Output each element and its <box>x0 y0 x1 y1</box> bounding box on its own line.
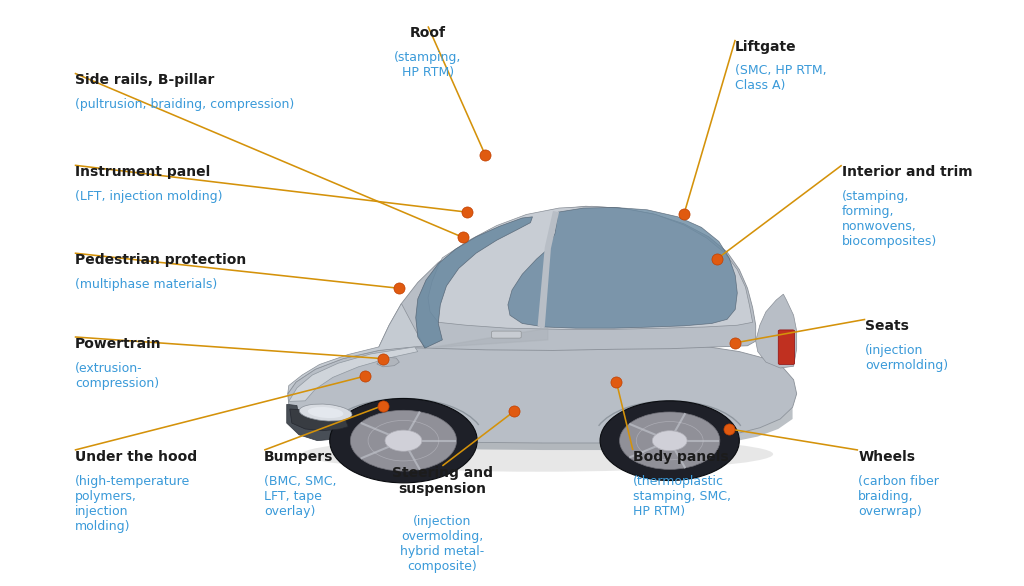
Polygon shape <box>288 304 426 394</box>
FancyBboxPatch shape <box>492 331 521 338</box>
Polygon shape <box>290 409 348 431</box>
Circle shape <box>652 431 687 451</box>
Text: Side rails, B-pillar: Side rails, B-pillar <box>75 73 214 87</box>
Polygon shape <box>288 340 797 443</box>
Text: (high-temperature
polymers,
injection
molding): (high-temperature polymers, injection mo… <box>75 475 190 533</box>
Text: Instrument panel: Instrument panel <box>75 165 210 179</box>
Circle shape <box>385 430 422 451</box>
Text: Body panels: Body panels <box>633 450 728 464</box>
Circle shape <box>620 412 720 469</box>
Polygon shape <box>508 207 737 328</box>
FancyBboxPatch shape <box>778 330 795 364</box>
Ellipse shape <box>299 404 352 421</box>
Polygon shape <box>377 357 399 367</box>
Text: Powertrain: Powertrain <box>75 337 162 351</box>
Text: (multiphase materials): (multiphase materials) <box>75 278 217 291</box>
Text: (injection
overmolding,
hybrid metal-
composite): (injection overmolding, hybrid metal- co… <box>400 515 484 573</box>
Ellipse shape <box>302 437 773 472</box>
Circle shape <box>350 410 457 471</box>
Polygon shape <box>425 328 548 349</box>
Text: Interior and trim: Interior and trim <box>842 165 973 179</box>
Text: Steering and
suspension: Steering and suspension <box>392 466 493 496</box>
Polygon shape <box>287 404 358 441</box>
Polygon shape <box>289 347 418 401</box>
Polygon shape <box>538 211 559 328</box>
Circle shape <box>330 398 477 483</box>
Text: Roof: Roof <box>410 26 446 40</box>
Text: (thermoplastic
stamping, SMC,
HP RTM): (thermoplastic stamping, SMC, HP RTM) <box>633 475 731 517</box>
Polygon shape <box>428 206 753 329</box>
Text: (extrusion-
compression): (extrusion- compression) <box>75 362 159 390</box>
Ellipse shape <box>308 407 343 418</box>
Text: Liftgate: Liftgate <box>735 40 797 54</box>
Polygon shape <box>295 407 793 450</box>
Text: (LFT, injection molding): (LFT, injection molding) <box>75 190 222 203</box>
Text: (injection
overmolding): (injection overmolding) <box>865 344 948 372</box>
Text: (BMC, SMC,
LFT, tape
overlay): (BMC, SMC, LFT, tape overlay) <box>264 475 337 517</box>
Text: Bumpers: Bumpers <box>264 450 334 464</box>
Circle shape <box>600 401 739 481</box>
Polygon shape <box>379 206 756 350</box>
Polygon shape <box>756 294 797 368</box>
Text: Pedestrian protection: Pedestrian protection <box>75 253 246 267</box>
Polygon shape <box>416 217 532 348</box>
Text: (stamping,
HP RTM): (stamping, HP RTM) <box>394 51 462 79</box>
Text: Under the hood: Under the hood <box>75 450 197 464</box>
Text: Wheels: Wheels <box>858 450 915 464</box>
Text: (stamping,
forming,
nonwovens,
biocomposites): (stamping, forming, nonwovens, biocompos… <box>842 190 937 248</box>
Text: Seats: Seats <box>865 319 909 333</box>
Text: (carbon fiber
braiding,
overwrap): (carbon fiber braiding, overwrap) <box>858 475 939 517</box>
Text: (pultrusion, braiding, compression): (pultrusion, braiding, compression) <box>75 98 294 111</box>
Text: (SMC, HP RTM,
Class A): (SMC, HP RTM, Class A) <box>735 64 826 93</box>
